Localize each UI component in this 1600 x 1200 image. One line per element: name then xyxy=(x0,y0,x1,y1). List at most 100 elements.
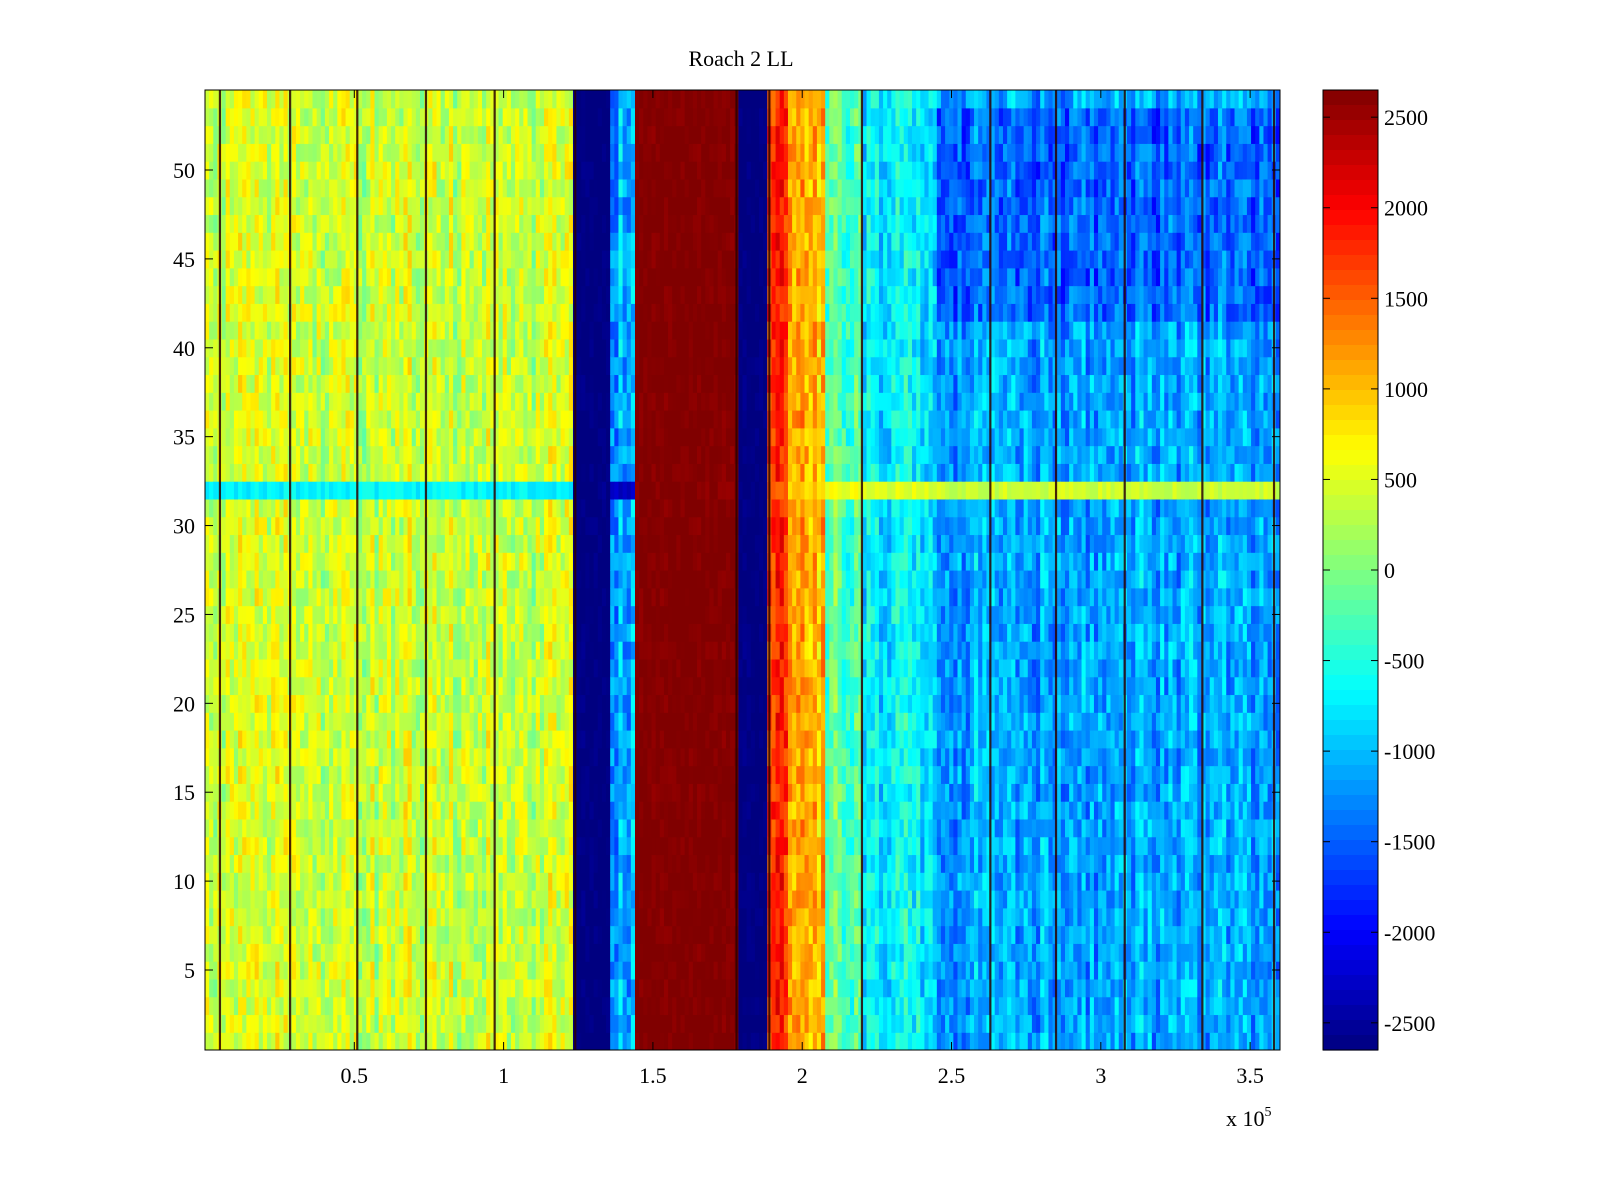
heatmap-cell xyxy=(312,125,318,144)
heatmap-cell xyxy=(320,783,326,802)
heatmap-cell xyxy=(258,552,264,571)
heatmap-cell xyxy=(581,925,586,944)
heatmap-cell xyxy=(267,925,272,944)
heatmap-cell xyxy=(457,143,462,162)
heatmap-cell xyxy=(221,267,227,287)
heatmap-cell xyxy=(523,481,529,500)
heatmap-cell xyxy=(316,410,322,429)
heatmap-cell xyxy=(382,907,388,927)
heatmap-cell xyxy=(333,107,338,127)
heatmap-cell xyxy=(374,747,380,767)
heatmap-cell xyxy=(544,321,549,340)
heatmap-cell xyxy=(415,623,421,642)
heatmap-cell xyxy=(527,783,533,802)
heatmap-cell xyxy=(581,125,586,144)
heatmap-cell xyxy=(465,250,471,269)
heatmap-cell xyxy=(213,996,218,1016)
heatmap-cell xyxy=(225,854,231,873)
heatmap-cell xyxy=(531,410,537,429)
heatmap-cell xyxy=(469,516,475,536)
heatmap-cell xyxy=(544,552,549,571)
heatmap-cell xyxy=(548,783,553,802)
heatmap-cell xyxy=(428,747,433,767)
heatmap-cell xyxy=(444,285,450,304)
heatmap-cell xyxy=(482,890,487,909)
heatmap-cell xyxy=(560,676,566,696)
heatmap-cell xyxy=(337,694,343,713)
heatmap-cell xyxy=(482,978,487,998)
heatmap-cell xyxy=(308,641,314,660)
heatmap-cell xyxy=(324,712,330,731)
heatmap-cell xyxy=(490,427,496,447)
heatmap-cell xyxy=(229,978,235,998)
heatmap-cell xyxy=(291,872,297,891)
heatmap-cell xyxy=(312,943,318,962)
heatmap-cell xyxy=(432,587,438,607)
heatmap-cell xyxy=(510,605,516,624)
heatmap-cell xyxy=(469,303,475,322)
heatmap-cell xyxy=(238,427,243,447)
heatmap-cell xyxy=(250,178,256,198)
heatmap-cell xyxy=(366,836,371,856)
heatmap-cell xyxy=(436,978,442,998)
heatmap-cell xyxy=(225,623,231,642)
heatmap-cell xyxy=(221,836,227,856)
heatmap-cell xyxy=(510,516,516,536)
heatmap-cell xyxy=(519,818,524,838)
heatmap-cell xyxy=(552,90,558,109)
heatmap-cell xyxy=(275,694,281,713)
heatmap-cell xyxy=(544,338,549,358)
heatmap-cell xyxy=(411,978,417,998)
heatmap-cell xyxy=(539,338,545,358)
heatmap-cell xyxy=(473,783,479,802)
heatmap-cell xyxy=(473,641,479,660)
heatmap-cell xyxy=(477,872,483,891)
heatmap-cell xyxy=(324,694,330,713)
heatmap-cell xyxy=(349,481,355,500)
heatmap-cell xyxy=(271,854,276,873)
heatmap-cell xyxy=(267,534,272,553)
heatmap-cell xyxy=(221,694,227,713)
heatmap-cell xyxy=(341,801,347,820)
heatmap-cell xyxy=(349,427,355,447)
heatmap-cell xyxy=(560,267,566,287)
heatmap-cell xyxy=(283,872,289,891)
heatmap-cell xyxy=(577,356,582,376)
heatmap-cell xyxy=(229,1032,235,1050)
heatmap-cell xyxy=(308,658,314,678)
heatmap-cell xyxy=(461,605,467,624)
heatmap-cell xyxy=(395,90,400,109)
heatmap-cell xyxy=(300,854,305,873)
heatmap-cell xyxy=(436,1032,442,1050)
heatmap-cell xyxy=(304,854,309,873)
heatmap-cell xyxy=(490,321,496,340)
heatmap-cell xyxy=(581,943,586,962)
heatmap-cell xyxy=(279,552,285,571)
heatmap-cell xyxy=(490,143,496,162)
heatmap-cell xyxy=(295,552,301,571)
heatmap-cell xyxy=(560,961,566,980)
heatmap-cell xyxy=(386,747,392,767)
heatmap-cell xyxy=(399,658,405,678)
heatmap-cell xyxy=(378,481,384,500)
heatmap-cell xyxy=(490,676,496,696)
heatmap-cell xyxy=(544,783,549,802)
heatmap-cell xyxy=(519,872,524,891)
heatmap-cell xyxy=(254,516,260,536)
heatmap-cell xyxy=(444,836,450,856)
heatmap-cell xyxy=(399,765,405,784)
heatmap-cell xyxy=(233,427,239,447)
heatmap-cell xyxy=(477,534,483,553)
heatmap-cell xyxy=(254,303,260,322)
heatmap-cell xyxy=(229,338,235,358)
heatmap-cell xyxy=(498,178,504,198)
heatmap-cell xyxy=(366,1032,371,1050)
heatmap-cell xyxy=(523,783,529,802)
heatmap-cell xyxy=(428,267,433,287)
heatmap-cell xyxy=(577,641,582,660)
heatmap-cell xyxy=(510,463,516,482)
heatmap-cell xyxy=(403,925,409,944)
heatmap-cell xyxy=(300,498,305,518)
heatmap-cell xyxy=(498,214,504,233)
heatmap-cell xyxy=(527,232,533,251)
